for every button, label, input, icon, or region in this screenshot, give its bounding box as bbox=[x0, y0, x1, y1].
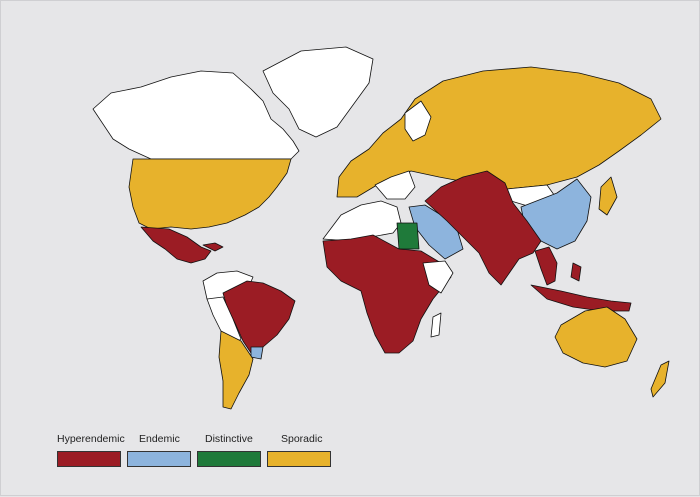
canada-region bbox=[92, 70, 300, 160]
greenland-region bbox=[262, 46, 374, 138]
mexico-region bbox=[140, 226, 212, 264]
madagascar-region bbox=[430, 312, 442, 338]
legend-label-hyperendemic: Hyperendemic bbox=[57, 433, 125, 445]
southern-cone-region bbox=[218, 330, 254, 410]
legend-item-distinctive: Distinctive bbox=[197, 433, 263, 467]
arabia-region bbox=[408, 204, 464, 260]
japan-region bbox=[598, 176, 618, 216]
horn-of-africa-region bbox=[422, 260, 454, 294]
legend-swatch-endemic bbox=[127, 451, 191, 467]
egypt-region bbox=[396, 222, 420, 250]
legend-label-endemic: Endemic bbox=[139, 433, 180, 445]
legend-item-sporadic: Sporadic bbox=[267, 433, 333, 467]
legend-item-hyperendemic: Hyperendemic bbox=[57, 433, 125, 467]
scandinavia-region bbox=[404, 100, 432, 142]
southeast-asia-region bbox=[534, 246, 558, 286]
eurasia-sporadic-region bbox=[336, 66, 662, 198]
indonesia-region bbox=[530, 284, 632, 312]
sub-saharan-africa-region bbox=[322, 234, 452, 354]
legend-swatch-sporadic bbox=[267, 451, 331, 467]
north-africa-region bbox=[322, 200, 402, 242]
legend-swatch-distinctive bbox=[197, 451, 261, 467]
legend-item-endemic: Endemic bbox=[127, 433, 193, 467]
uruguay-region bbox=[250, 346, 264, 360]
north-america-sporadic-region bbox=[128, 158, 292, 230]
new-zealand-region bbox=[650, 360, 670, 398]
legend-label-distinctive: Distinctive bbox=[205, 433, 253, 445]
philippines-region bbox=[570, 262, 582, 282]
legend-swatch-hyperendemic bbox=[57, 451, 121, 467]
map-legend: Hyperendemic Endemic Distinctive Sporadi… bbox=[57, 433, 357, 473]
australia-region bbox=[554, 306, 638, 368]
caribbean-region bbox=[202, 242, 224, 252]
legend-label-sporadic: Sporadic bbox=[281, 433, 323, 445]
central-asia-white-region bbox=[374, 170, 416, 200]
south-asia-region bbox=[424, 170, 542, 286]
